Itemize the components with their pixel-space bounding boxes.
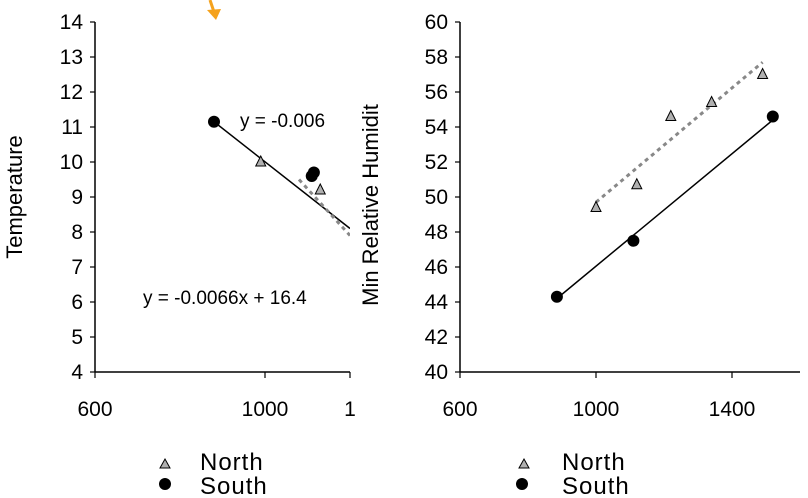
y-tick-label: 9 [71, 186, 83, 209]
y-tick-label: 50 [425, 186, 448, 209]
x-tick-label: 600 [77, 398, 112, 421]
point-south [766, 110, 779, 123]
y-tick-label: 14 [60, 11, 84, 34]
point-south [550, 290, 563, 303]
equation-annotation: y = -0.0066x + 16.4 [143, 288, 307, 309]
y-tick-label: 52 [425, 151, 448, 174]
legend-triangle-marker [159, 457, 171, 469]
legend-right: North South [516, 449, 630, 498]
y-tick-label: 12 [60, 81, 83, 104]
y-tick-label: 48 [425, 221, 448, 244]
y-tick-label: 5 [71, 326, 83, 349]
legend-triangle-marker [518, 457, 530, 469]
y-tick-label: 11 [61, 116, 83, 139]
plot-area [550, 61, 779, 303]
trendline-north [595, 61, 764, 204]
point-north [590, 200, 602, 212]
point-north [254, 154, 267, 167]
trendline-south [556, 119, 774, 300]
arrow-icon [207, 0, 221, 20]
x-tick-label: 1 [344, 398, 356, 421]
point-north [388, 221, 398, 231]
legend-circle-marker [516, 478, 528, 490]
x-tick-label: 1000 [573, 398, 620, 421]
point-north [705, 95, 718, 107]
x-tick-label: 1400 [709, 398, 756, 421]
point-south [307, 166, 320, 179]
plot-area: y = -0.006 y = -0.0066x + 16.4 [143, 111, 398, 309]
legend-label-south: South [562, 473, 630, 498]
legend-label-north: North [200, 449, 264, 476]
point-north [314, 182, 327, 195]
y-tick-label: 54 [425, 116, 449, 139]
trendline-north [297, 178, 350, 237]
y-tick-label: 60 [425, 11, 448, 34]
y-axis-label: Min Relative Humidit [358, 104, 383, 306]
point-south [627, 234, 640, 247]
y-tick-label: 58 [425, 46, 448, 69]
y-tick-label: 40 [425, 361, 448, 384]
point-south [208, 115, 220, 128]
legend-circle-marker [159, 478, 171, 490]
y-axis-label: Temperature [2, 135, 27, 259]
y-tick-label: 44 [425, 291, 449, 314]
y-tick-label: 4 [71, 361, 83, 384]
y-tick-label: 8 [71, 221, 83, 244]
legend-left: North South [159, 449, 268, 498]
y-tick-label: 56 [425, 81, 448, 104]
point-north [630, 177, 643, 190]
x-tick-label: 1000 [242, 398, 289, 421]
y-tick-label: 6 [71, 291, 83, 314]
temperature-chart: 4 5 6 7 8 9 10 11 12 13 14 600 1000 1 Temperature y = -… [2, 11, 398, 421]
legend-label-north: North [562, 449, 626, 476]
trendline-south [213, 121, 350, 230]
point-north [756, 67, 769, 79]
x-tick-label: 600 [442, 398, 477, 421]
y-tick-label: 10 [60, 151, 83, 174]
y-tick-label: 13 [60, 46, 83, 69]
y-tick-label: 46 [425, 256, 448, 279]
legend-label-south: South [200, 473, 268, 498]
y-tick-label: 42 [425, 326, 448, 349]
humidity-chart: 40 42 44 46 48 50 52 54 56 58 60 600 1000 1400 Min Rel… [358, 11, 800, 421]
y-tick-label: 7 [71, 256, 83, 279]
point-north [664, 109, 677, 121]
equation-annotation: y = -0.006 [240, 111, 325, 132]
